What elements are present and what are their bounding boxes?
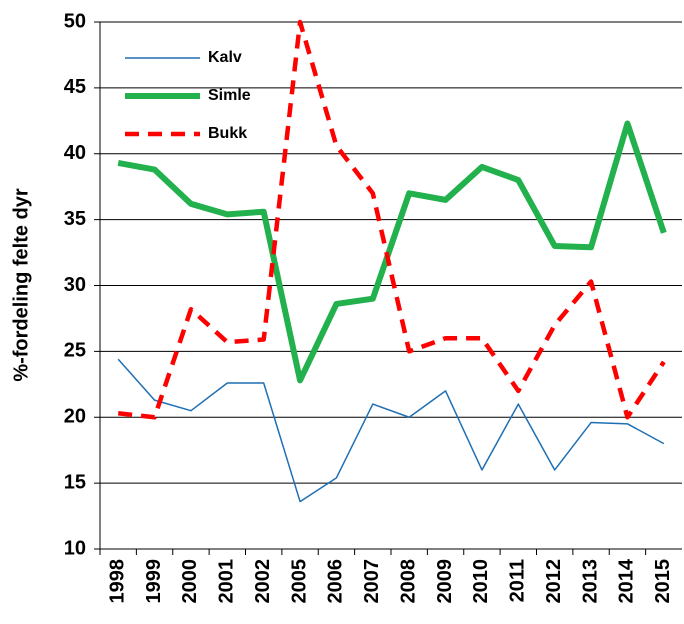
- y-tick-label: 25: [64, 340, 86, 362]
- x-tick-label: 1998: [106, 559, 128, 604]
- x-tick-label: 2006: [325, 559, 347, 604]
- x-tick-label: 2009: [434, 559, 456, 604]
- x-tick-label: 2008: [397, 559, 419, 604]
- y-axis-title: %-fordeling felte dyr: [10, 188, 32, 382]
- x-tick-label: 2007: [361, 559, 383, 604]
- x-tick-label: 2000: [179, 559, 201, 604]
- legend-label: Bukk: [208, 125, 247, 142]
- x-tick-label: 2012: [543, 559, 565, 604]
- y-tick-label: 30: [64, 274, 86, 296]
- y-tick-label: 35: [64, 208, 86, 230]
- y-tick-label: 15: [64, 471, 86, 493]
- y-tick-label: 45: [64, 76, 86, 98]
- legend-label: Simle: [208, 87, 251, 104]
- x-tick-label: 1999: [143, 559, 165, 604]
- x-tick-label: 2005: [288, 559, 310, 604]
- x-tick-label: 2002: [252, 559, 274, 604]
- y-tick-label: 40: [64, 142, 86, 164]
- x-tick-label: 2014: [616, 558, 638, 603]
- series-line: [117, 358, 665, 503]
- y-tick-label: 50: [64, 10, 86, 32]
- x-tick-label: 2010: [470, 559, 492, 604]
- x-tick-label: 2001: [216, 559, 238, 604]
- x-tick-label: 2015: [652, 559, 674, 604]
- x-tick-label: 2011: [507, 559, 529, 602]
- y-tick-label: 10: [64, 537, 86, 559]
- legend-label: Kalv: [208, 49, 242, 66]
- y-tick-label: 20: [64, 406, 86, 428]
- x-tick-label: 2013: [579, 559, 601, 604]
- series-line: [117, 120, 667, 384]
